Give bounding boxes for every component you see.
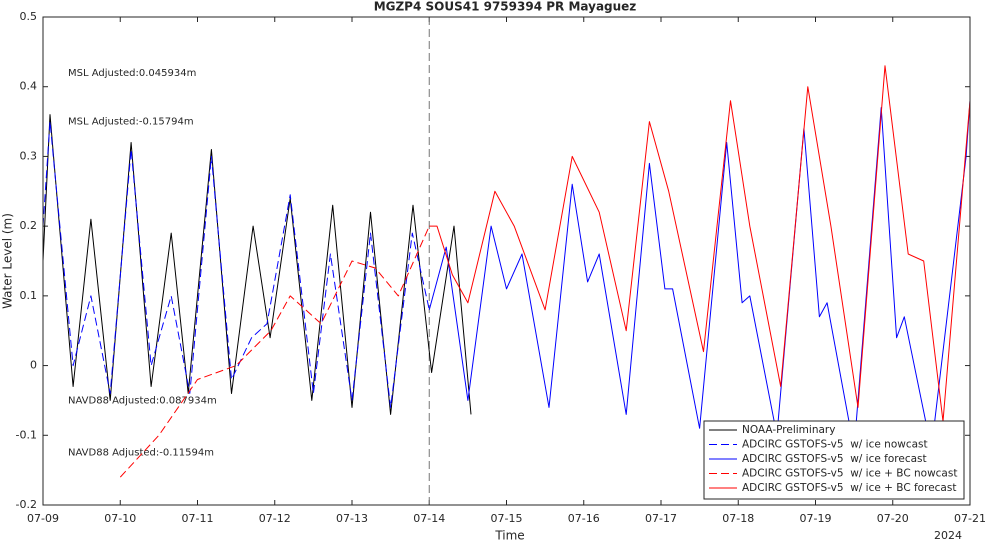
year-label: 2024	[934, 529, 962, 541]
y-tick-label: -0.2	[16, 498, 37, 511]
x-tick-label: 07-16	[568, 512, 600, 525]
legend-label: ADCIRC GSTOFS-v5 w/ ice + BC forecast	[742, 482, 956, 494]
series-line	[119, 225, 430, 478]
annotation: NAVD88 Adjusted:0.087934m	[68, 395, 217, 406]
chart-title: MGZP4 SOUS41 9759394 PR Mayaguez	[374, 0, 637, 14]
x-tick-label: 07-15	[491, 512, 523, 525]
x-tick-label: 07-18	[722, 512, 754, 525]
x-tick-label: 07-14	[413, 512, 445, 525]
series-line	[429, 65, 971, 422]
legend-box	[703, 420, 965, 500]
x-tick-label: 07-10	[104, 512, 136, 525]
x-tick-label: 07-20	[877, 512, 909, 525]
annotation: MSL Adjusted:-0.15794m	[68, 117, 194, 128]
x-tick-label: 07-13	[336, 512, 368, 525]
legend-label: NOAA-Preliminary	[742, 424, 835, 436]
series-line	[42, 114, 472, 415]
series-line	[42, 121, 430, 408]
y-tick-label: 0.5	[20, 10, 38, 23]
legend-label: ADCIRC GSTOFS-v5 w/ ice + BC nowcast	[742, 468, 957, 480]
y-tick-label: 0.3	[20, 149, 38, 162]
x-tick-label: 07-19	[800, 512, 832, 525]
y-tick-label: 0.4	[20, 80, 38, 93]
legend-label: ADCIRC GSTOFS-v5 w/ ice forecast	[742, 453, 927, 465]
annotation: MSL Adjusted:0.045934m	[68, 68, 196, 79]
annotation: NAVD88 Adjusted:-0.11594m	[68, 448, 214, 459]
legend-label: ADCIRC GSTOFS-v5 w/ ice nowcast	[742, 439, 928, 451]
y-tick-label: 0	[30, 359, 37, 372]
x-tick-label: 07-17	[645, 512, 677, 525]
y-axis-label: Water Level (m)	[1, 213, 15, 309]
y-tick-label: 0.2	[20, 219, 38, 232]
x-tick-label: 07-09	[27, 512, 59, 525]
x-tick-label: 07-12	[259, 512, 291, 525]
y-tick-label: -0.1	[16, 428, 37, 441]
x-tick-label: 07-21	[954, 512, 986, 525]
y-tick-label: 0.1	[20, 289, 38, 302]
x-tick-label: 07-11	[182, 512, 214, 525]
legend: NOAA-Preliminary ADCIRC GSTOFS-v5 w/ ice …	[703, 420, 965, 500]
series-line	[428, 100, 971, 450]
plot-frame	[42, 16, 971, 506]
x-axis-label: Time	[494, 529, 524, 541]
